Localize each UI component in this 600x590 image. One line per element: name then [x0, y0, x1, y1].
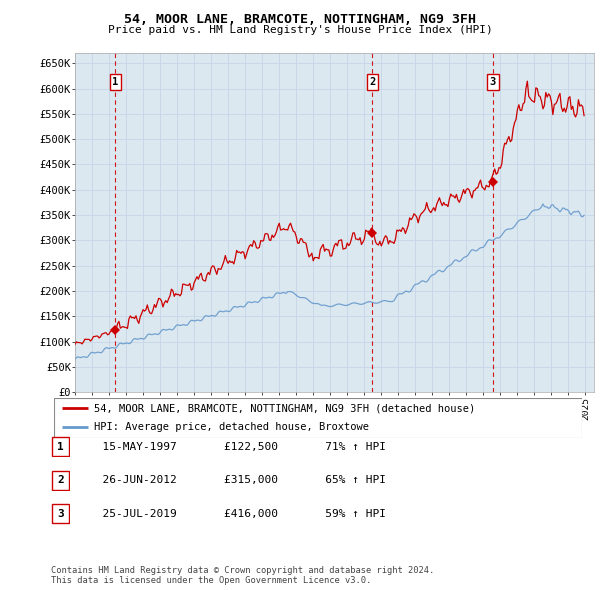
Text: 3: 3: [57, 509, 64, 519]
FancyBboxPatch shape: [52, 437, 69, 456]
Text: 54, MOOR LANE, BRAMCOTE, NOTTINGHAM, NG9 3FH: 54, MOOR LANE, BRAMCOTE, NOTTINGHAM, NG9…: [124, 13, 476, 26]
Text: 25-JUL-2019       £416,000       59% ↑ HPI: 25-JUL-2019 £416,000 59% ↑ HPI: [89, 509, 386, 519]
Text: 1: 1: [112, 77, 118, 87]
Text: Contains HM Land Registry data © Crown copyright and database right 2024.
This d: Contains HM Land Registry data © Crown c…: [51, 566, 434, 585]
Text: 2: 2: [370, 77, 376, 87]
FancyBboxPatch shape: [52, 504, 69, 523]
Text: 54, MOOR LANE, BRAMCOTE, NOTTINGHAM, NG9 3FH (detached house): 54, MOOR LANE, BRAMCOTE, NOTTINGHAM, NG9…: [94, 404, 475, 414]
FancyBboxPatch shape: [54, 398, 582, 438]
Text: 2: 2: [57, 476, 64, 485]
FancyBboxPatch shape: [52, 471, 69, 490]
Text: 3: 3: [490, 77, 496, 87]
Text: 1: 1: [57, 442, 64, 451]
Text: 26-JUN-2012       £315,000       65% ↑ HPI: 26-JUN-2012 £315,000 65% ↑ HPI: [89, 476, 386, 485]
Text: Price paid vs. HM Land Registry's House Price Index (HPI): Price paid vs. HM Land Registry's House …: [107, 25, 493, 35]
Text: 15-MAY-1997       £122,500       71% ↑ HPI: 15-MAY-1997 £122,500 71% ↑ HPI: [89, 442, 386, 451]
Text: HPI: Average price, detached house, Broxtowe: HPI: Average price, detached house, Brox…: [94, 422, 368, 432]
